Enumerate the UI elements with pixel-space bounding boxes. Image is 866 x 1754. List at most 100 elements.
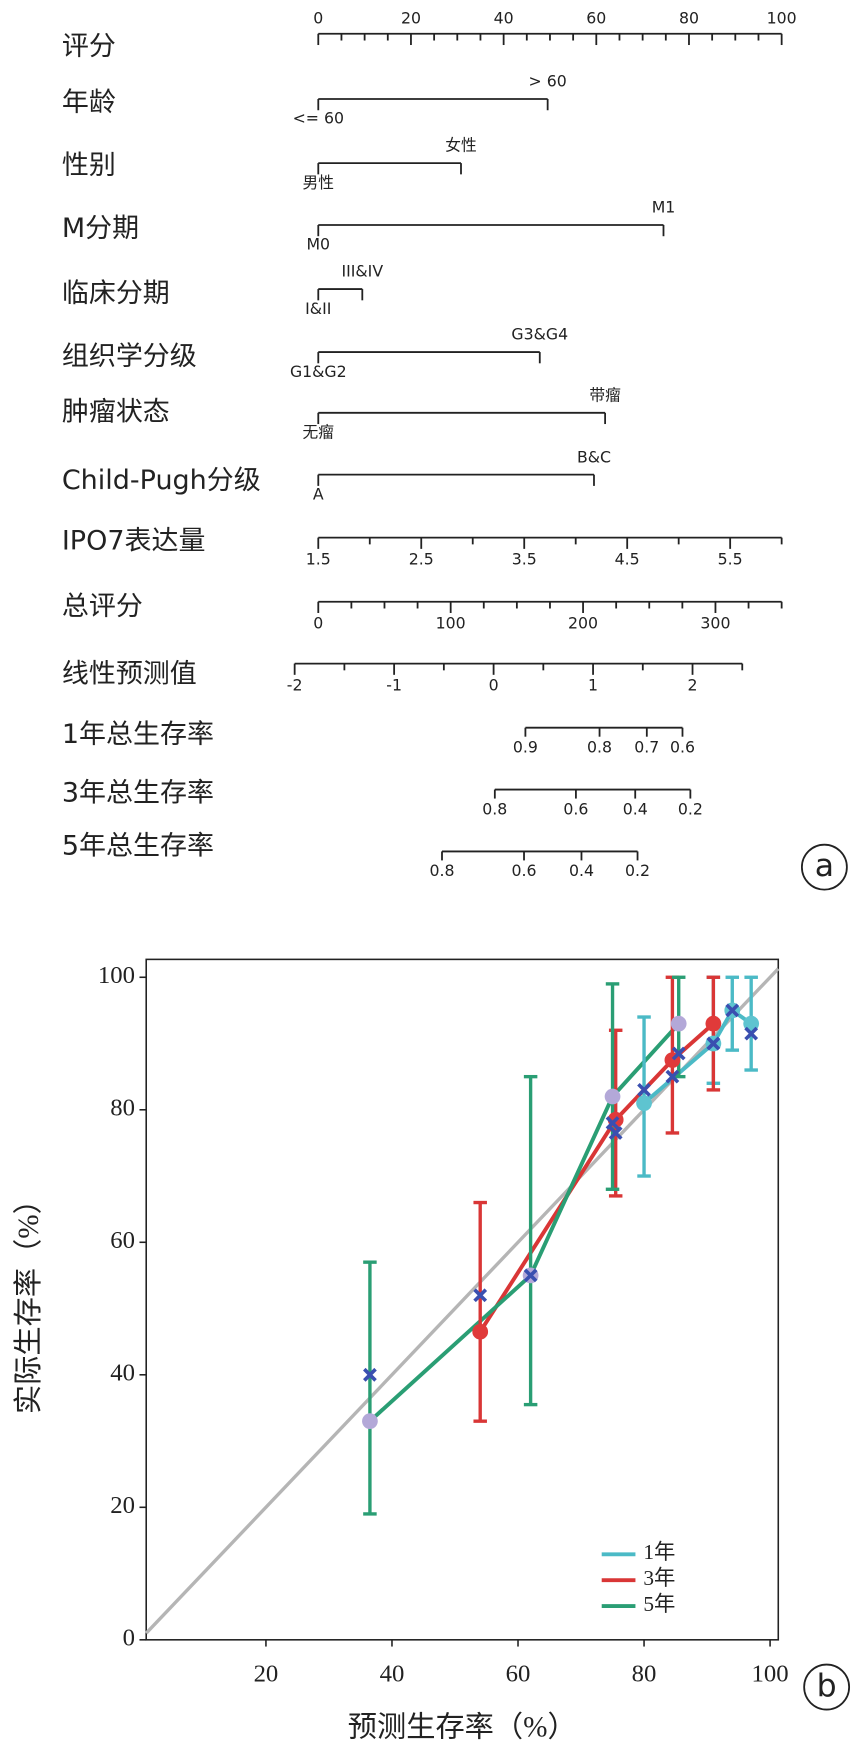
row-label: Child-Pugh分级 bbox=[62, 465, 261, 496]
row-label: 临床分期 bbox=[62, 278, 170, 309]
tick-label: 1.5 bbox=[306, 550, 331, 569]
legend-label: 3年 bbox=[643, 1566, 675, 1590]
corrected-point bbox=[744, 1026, 759, 1041]
x-axis-label: 预测生存率（%） bbox=[348, 1710, 577, 1743]
corrected-point bbox=[665, 1069, 680, 1084]
error-bar bbox=[473, 1200, 487, 1423]
tick-label: 0 bbox=[489, 676, 499, 695]
point bbox=[472, 1323, 489, 1340]
level-label: B&C bbox=[577, 447, 611, 466]
level-label: 带瘤 bbox=[589, 385, 621, 404]
tick-label: 0.4 bbox=[623, 799, 648, 818]
series-line bbox=[368, 1022, 681, 1423]
legend-label: 1年 bbox=[643, 1540, 675, 1564]
y-tick-label: 80 bbox=[110, 1094, 135, 1121]
tick-label: 60 bbox=[586, 9, 606, 28]
tick-label: 4.5 bbox=[615, 550, 640, 569]
tick-label: 0 bbox=[313, 614, 323, 633]
corrected-point bbox=[725, 1003, 740, 1018]
tick-label: 0 bbox=[313, 9, 323, 28]
level-label: <= 60 bbox=[293, 109, 344, 128]
y-tick-label: 0 bbox=[123, 1624, 135, 1651]
level-label: 女性 bbox=[445, 136, 476, 155]
y-tick-label: 100 bbox=[98, 962, 135, 989]
level-label: A bbox=[313, 484, 324, 503]
row-label: 肿瘤状态 bbox=[62, 396, 170, 427]
tick-label: 0.7 bbox=[634, 737, 659, 756]
tick-label: 0.4 bbox=[569, 861, 594, 880]
error-bar bbox=[605, 982, 620, 1191]
corrected-point bbox=[637, 1083, 651, 1097]
tick-label: 5.5 bbox=[718, 550, 743, 569]
y-tick-label: 20 bbox=[110, 1492, 135, 1519]
corrected-point bbox=[605, 1116, 620, 1130]
row-label: 总评分 bbox=[62, 591, 143, 622]
tick-label: 300 bbox=[700, 614, 730, 633]
level-label: G3&G4 bbox=[511, 325, 568, 344]
row-label: 性别 bbox=[62, 150, 116, 181]
point bbox=[604, 1088, 621, 1105]
y-tick-label: 40 bbox=[110, 1359, 135, 1386]
row-label: 评分 bbox=[62, 31, 116, 62]
tick-label: 0.8 bbox=[429, 861, 454, 880]
x-tick-label: 20 bbox=[254, 1660, 279, 1687]
x-tick-label: 60 bbox=[506, 1660, 531, 1687]
x-tick-label: 80 bbox=[632, 1660, 657, 1687]
point bbox=[705, 1015, 722, 1032]
plot-frame bbox=[145, 958, 780, 1641]
x-tick-label: 40 bbox=[380, 1660, 405, 1687]
level-label: M0 bbox=[306, 235, 330, 254]
tick-label: -1 bbox=[386, 676, 402, 695]
error-bar bbox=[363, 1260, 377, 1516]
tick-label: 100 bbox=[436, 614, 466, 633]
tick-label: 3.5 bbox=[512, 550, 537, 569]
y-tick-label: 60 bbox=[110, 1227, 135, 1254]
level-label: I&II bbox=[305, 299, 331, 318]
corrected-point bbox=[608, 1126, 623, 1140]
row-label: 年龄 bbox=[62, 87, 116, 118]
tick-label: -2 bbox=[287, 676, 303, 695]
row-label: 5年总生存率 bbox=[62, 830, 214, 861]
level-label: 无瘤 bbox=[303, 423, 335, 442]
row-label: 组织学分级 bbox=[62, 341, 197, 372]
panel-label: a bbox=[815, 848, 834, 884]
tick-label: 80 bbox=[679, 9, 699, 28]
corrected-point bbox=[706, 1036, 721, 1051]
point bbox=[636, 1095, 652, 1112]
point bbox=[670, 1015, 687, 1032]
tick-label: 0.2 bbox=[625, 861, 650, 880]
tick-label: 1 bbox=[588, 676, 598, 695]
tick-label: 0.9 bbox=[513, 737, 538, 756]
tick-label: 20 bbox=[401, 9, 421, 28]
corrected-point bbox=[671, 1046, 686, 1061]
error-bar bbox=[523, 1074, 538, 1407]
tick-label: 0.6 bbox=[670, 737, 695, 756]
corrected-point bbox=[473, 1288, 488, 1303]
tick-label: 0.6 bbox=[512, 861, 537, 880]
tick-label: 0.8 bbox=[587, 737, 612, 756]
panel-label: b bbox=[817, 1668, 837, 1704]
tick-label: 100 bbox=[767, 9, 797, 28]
tick-label: 2.5 bbox=[409, 550, 434, 569]
row-label: 线性预测值 bbox=[62, 658, 197, 689]
corrected-point bbox=[523, 1268, 538, 1283]
level-label: G1&G2 bbox=[290, 362, 347, 381]
panel-circle bbox=[800, 843, 848, 891]
level-label: > 60 bbox=[529, 72, 567, 91]
level-label: III&IV bbox=[341, 262, 383, 281]
row-label: M分期 bbox=[62, 213, 139, 244]
tick-label: 0.2 bbox=[678, 799, 703, 818]
point bbox=[362, 1413, 378, 1430]
row-label: IPO7表达量 bbox=[62, 526, 206, 557]
x-tick-label: 100 bbox=[752, 1660, 789, 1687]
tick-label: 40 bbox=[494, 9, 514, 28]
error-bar bbox=[706, 975, 721, 1092]
tick-label: 0.6 bbox=[563, 799, 588, 818]
tick-label: 200 bbox=[568, 614, 598, 633]
tick-label: 2 bbox=[688, 676, 698, 695]
row-label: 3年总生存率 bbox=[62, 778, 214, 809]
level-label: M1 bbox=[652, 198, 676, 217]
level-label: 男性 bbox=[303, 173, 334, 192]
corrected-point bbox=[363, 1367, 377, 1382]
